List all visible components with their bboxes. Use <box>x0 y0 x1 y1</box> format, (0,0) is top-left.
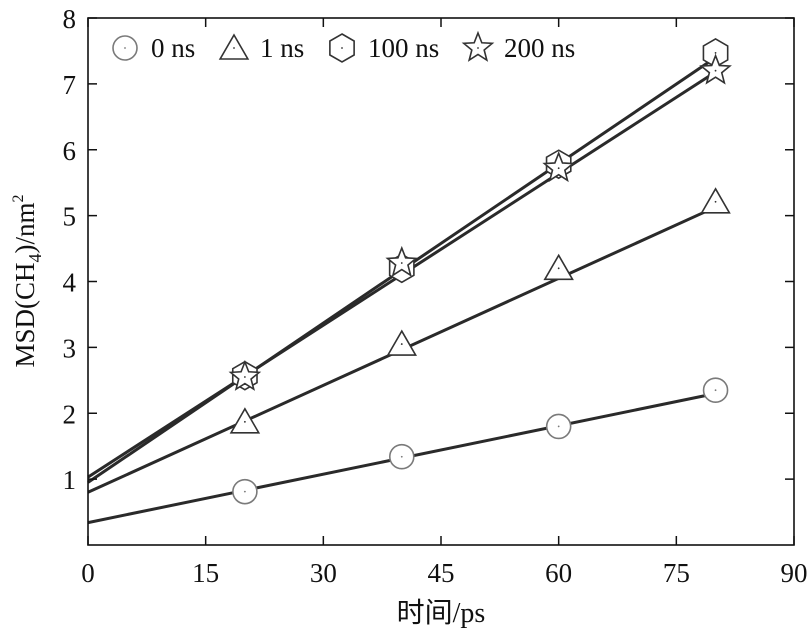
x-tick-label: 60 <box>545 558 572 588</box>
y-tick-label: 3 <box>63 333 77 363</box>
legend-marker-100-ns <box>329 33 355 63</box>
y-axis-label-subscript: 4 <box>25 253 45 262</box>
plot-frame <box>87 17 795 546</box>
data-point-0-ns-4 <box>702 377 729 403</box>
y-tick-label: 4 <box>63 268 77 298</box>
y-axis-label-superscript: 2 <box>10 194 27 202</box>
x-tick-label: 75 <box>663 558 690 588</box>
y-axis-label-tail: )/nm <box>10 202 40 253</box>
data-point-1-ns-3 <box>543 253 574 281</box>
data-point-200-ns-1 <box>228 359 262 391</box>
legend-marker-1-ns <box>218 33 250 60</box>
legend-marker-0-ns <box>112 35 138 61</box>
y-tick-label: 6 <box>63 136 77 166</box>
data-point-1-ns-1 <box>229 407 261 434</box>
data-point-1-ns-2 <box>386 329 418 356</box>
data-point-200-ns-2 <box>385 245 419 277</box>
legend-marker-200-ns <box>461 30 495 62</box>
plot-area <box>87 37 732 525</box>
y-tick-label: 2 <box>63 399 77 429</box>
data-point-0-ns-3 <box>545 413 572 440</box>
y-tick-label: 1 <box>63 465 77 495</box>
y-tick-label: 7 <box>63 70 77 100</box>
data-point-0-ns-1 <box>232 478 258 505</box>
x-tick-label: 45 <box>428 558 455 588</box>
data-point-200-ns-3 <box>542 150 576 183</box>
data-point-0-ns-2 <box>388 443 415 470</box>
y-tick-label: 5 <box>63 202 77 232</box>
y-axis-label-main: MSD(CH <box>10 262 40 367</box>
x-axis-label: 时间/ps <box>397 597 486 629</box>
x-tick-label: 30 <box>310 558 337 588</box>
legend-label-100-ns: 100 ns <box>368 33 439 63</box>
data-point-1-ns-4 <box>700 187 731 214</box>
y-axis-label: MSD(CH4)/nm2 <box>10 194 45 367</box>
data-point-200-ns-4 <box>699 53 732 85</box>
x-tick-label: 90 <box>781 558 808 588</box>
x-tick-label: 15 <box>192 558 219 588</box>
legend-label-1-ns: 1 ns <box>260 33 304 63</box>
x-tick-label: 0 <box>81 558 95 588</box>
y-tick-label: 8 <box>63 4 77 34</box>
legend-label-200-ns: 200 ns <box>504 33 575 63</box>
legend: 0 ns 1 ns 100 ns 200 ns <box>112 30 575 63</box>
legend-label-0-ns: 0 ns <box>151 33 195 63</box>
